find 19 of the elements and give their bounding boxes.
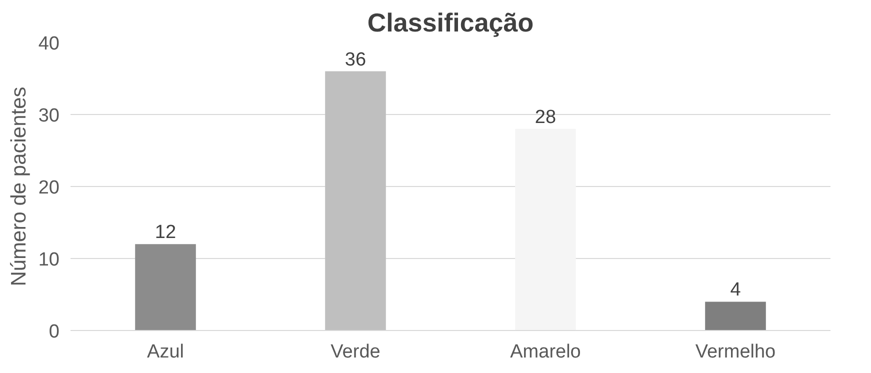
- data-label: 36: [344, 49, 366, 70]
- bar: [705, 302, 766, 330]
- y-tick-label: 10: [38, 250, 60, 270]
- bar: [135, 244, 196, 330]
- y-tick-label: 0: [48, 322, 60, 342]
- y-tick-label: 40: [38, 34, 60, 54]
- bar: [325, 71, 386, 330]
- bar: [515, 128, 576, 330]
- y-axis-title: Número de pacientes: [7, 86, 30, 286]
- data-label: 12: [154, 222, 176, 244]
- x-tick-label: Verde: [330, 342, 380, 362]
- x-tick-label: Amarelo: [510, 342, 581, 362]
- data-label: 28: [534, 106, 556, 128]
- chart-title: Classificação: [367, 8, 534, 38]
- x-tick-label: Vermelho: [695, 342, 776, 362]
- y-tick-label: 20: [38, 178, 60, 198]
- data-label: 4: [730, 280, 742, 301]
- y-tick-label: 30: [38, 106, 60, 126]
- x-tick-label: Azul: [147, 342, 184, 362]
